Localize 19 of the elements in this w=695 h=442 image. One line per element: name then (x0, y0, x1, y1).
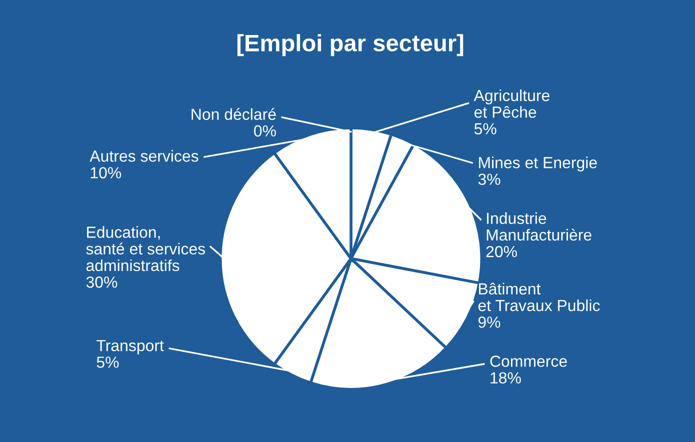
chart-title: [Emploi par secteur] (237, 34, 464, 56)
data-label: 5% (96, 356, 119, 368)
legend-label: Non déclaré (192, 108, 276, 120)
slice-label: Commerce (490, 356, 567, 367)
slice-label: Mines et Energie (479, 156, 597, 172)
text: 0% (254, 125, 276, 137)
slice-label: Agriculture et Pêche (474, 89, 550, 118)
slice-label: Transport (96, 340, 164, 354)
slice-label: Education, santé et services administratifs (86, 226, 206, 272)
data-label: 3% (478, 174, 500, 185)
slice-label: Industrie Manufacturière (486, 212, 592, 241)
data-label: 18% (490, 372, 521, 384)
data-label: 10% (90, 167, 122, 178)
data-label: 9% (478, 316, 500, 328)
data-label: 20% (486, 246, 517, 258)
data-label: 30% (86, 276, 118, 288)
data-label: 5% (474, 123, 496, 134)
slice-label: Autres services (90, 150, 198, 162)
slice-label: Bâtiment et Travaux Public (478, 282, 600, 312)
